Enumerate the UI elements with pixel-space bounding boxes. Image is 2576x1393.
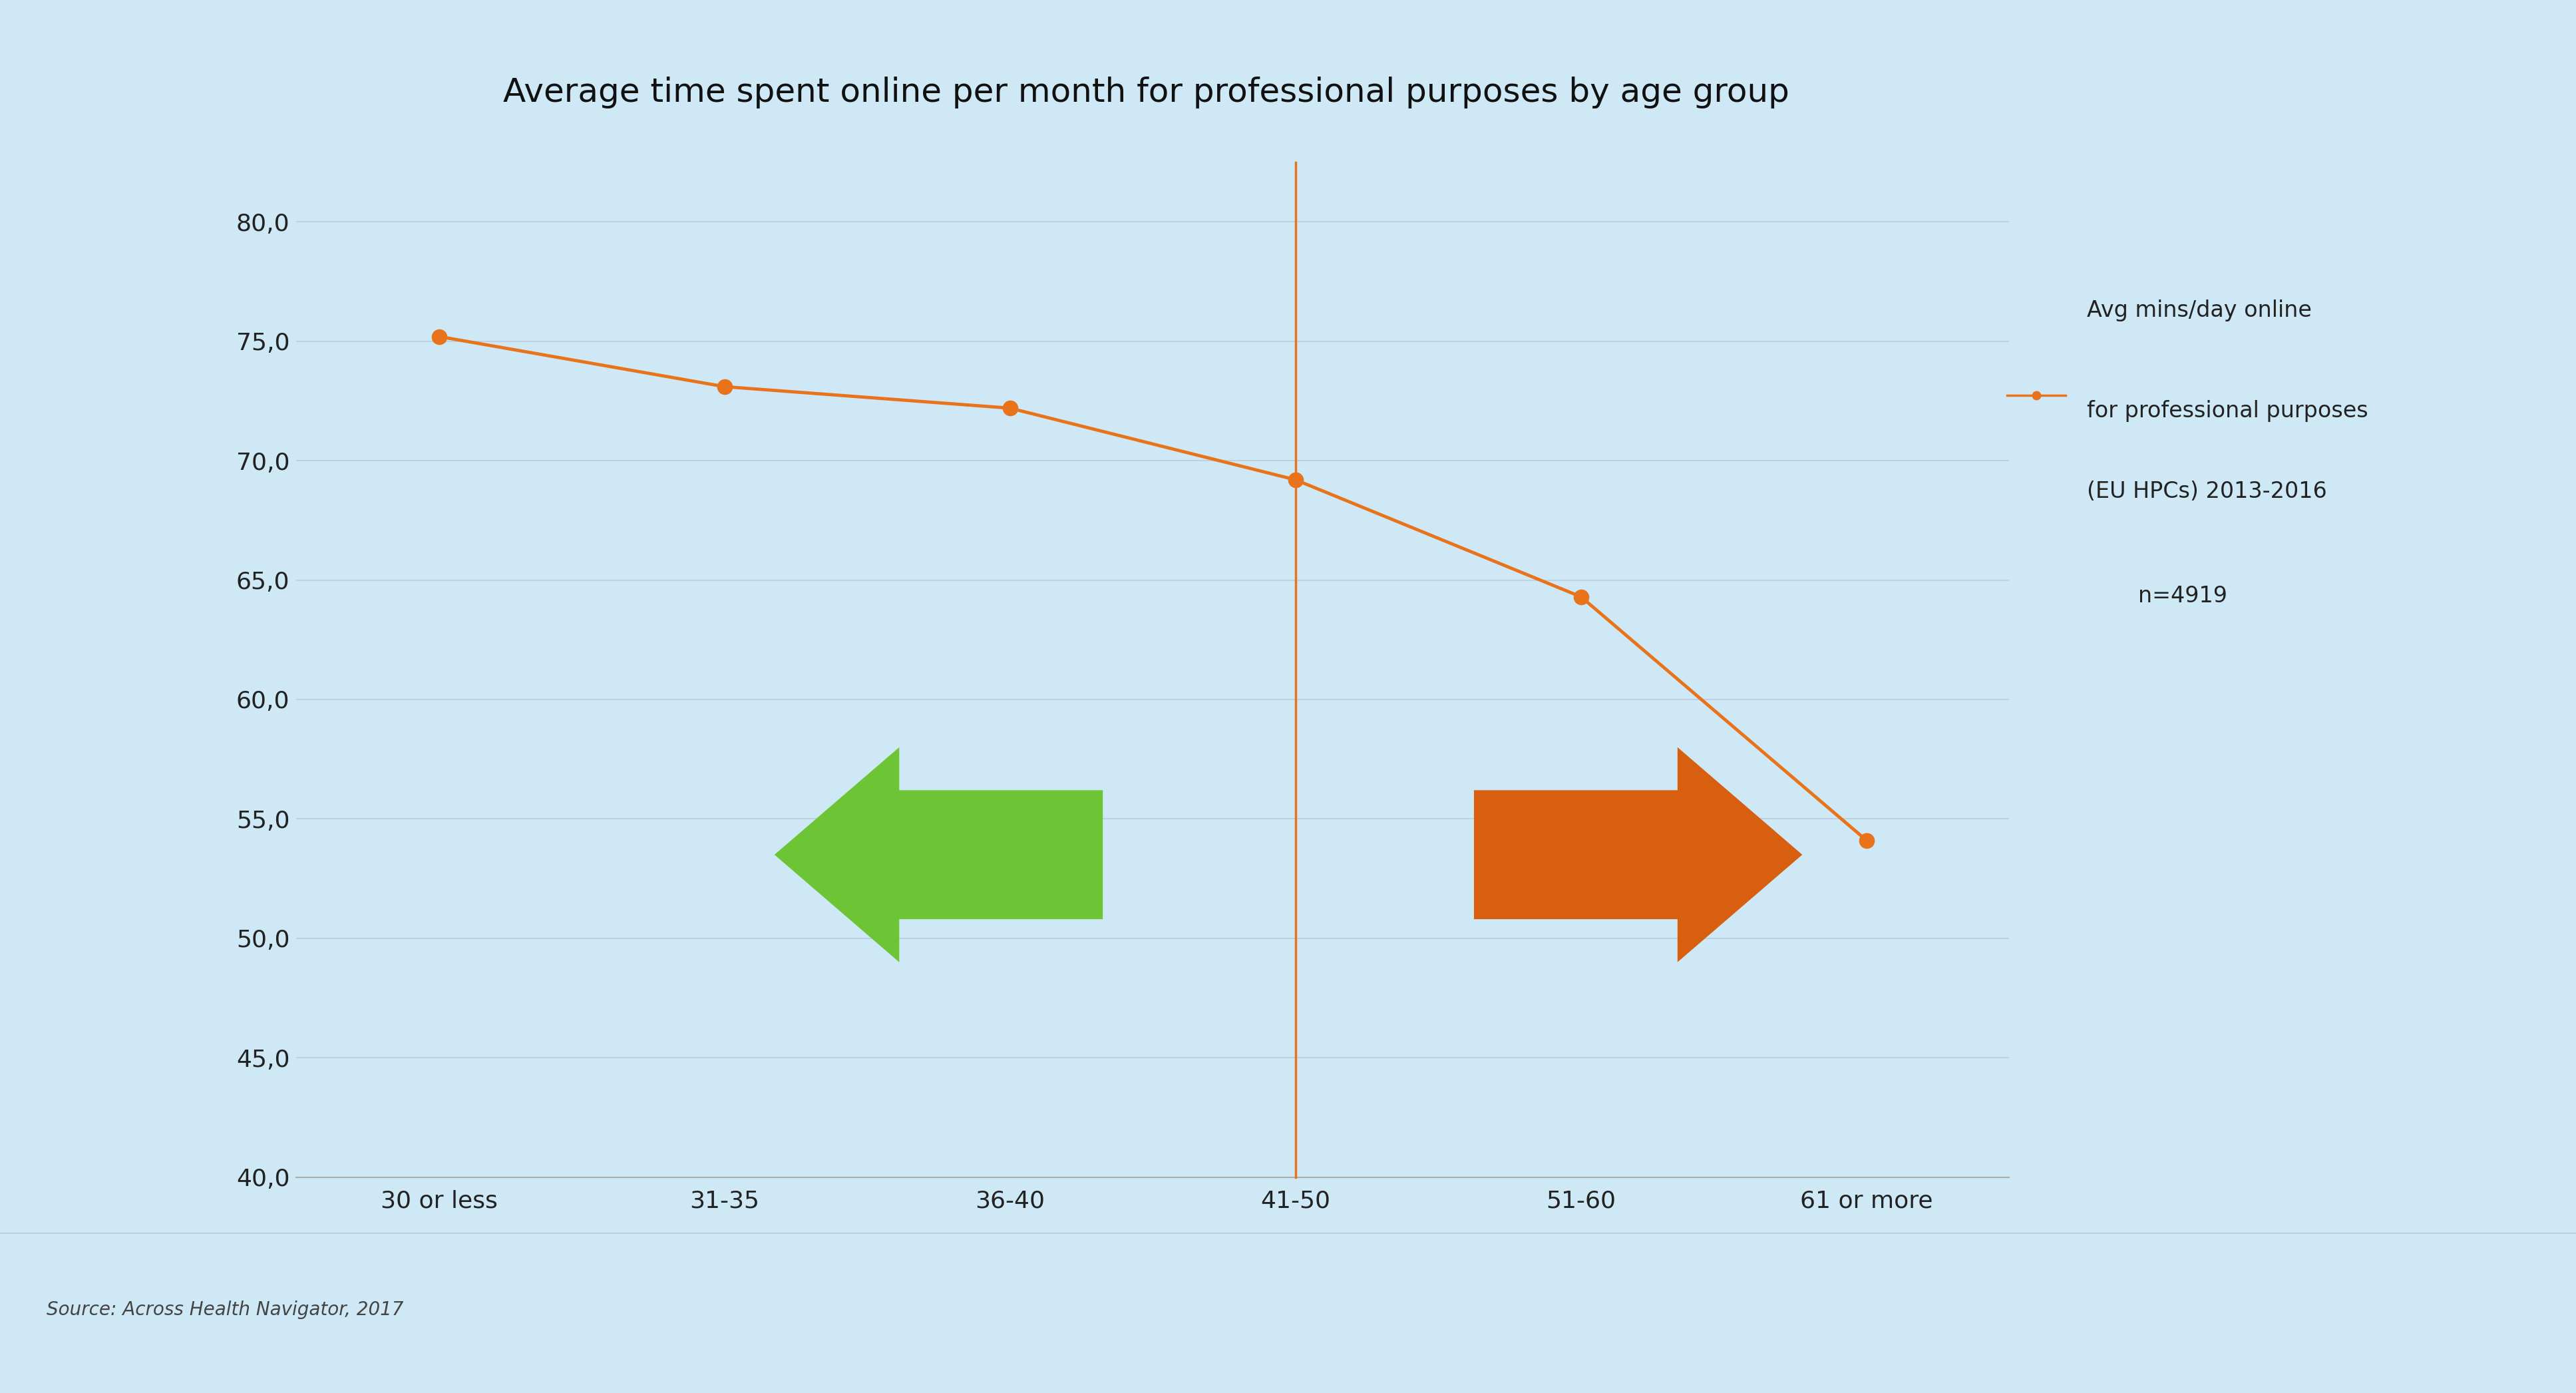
Text: Avg mins/day online: Avg mins/day online [2087, 299, 2311, 322]
Text: for professional purposes: for professional purposes [2087, 400, 2367, 422]
Polygon shape [1473, 747, 1803, 963]
Text: n=4919: n=4919 [2138, 585, 2228, 607]
Polygon shape [775, 747, 1103, 963]
Text: Average time spent online per month for professional purposes by age group: Average time spent online per month for … [502, 77, 1790, 109]
Text: Source: Across Health Navigator, 2017: Source: Across Health Navigator, 2017 [46, 1301, 404, 1319]
Text: (EU HPCs) 2013-2016: (EU HPCs) 2013-2016 [2087, 481, 2326, 503]
